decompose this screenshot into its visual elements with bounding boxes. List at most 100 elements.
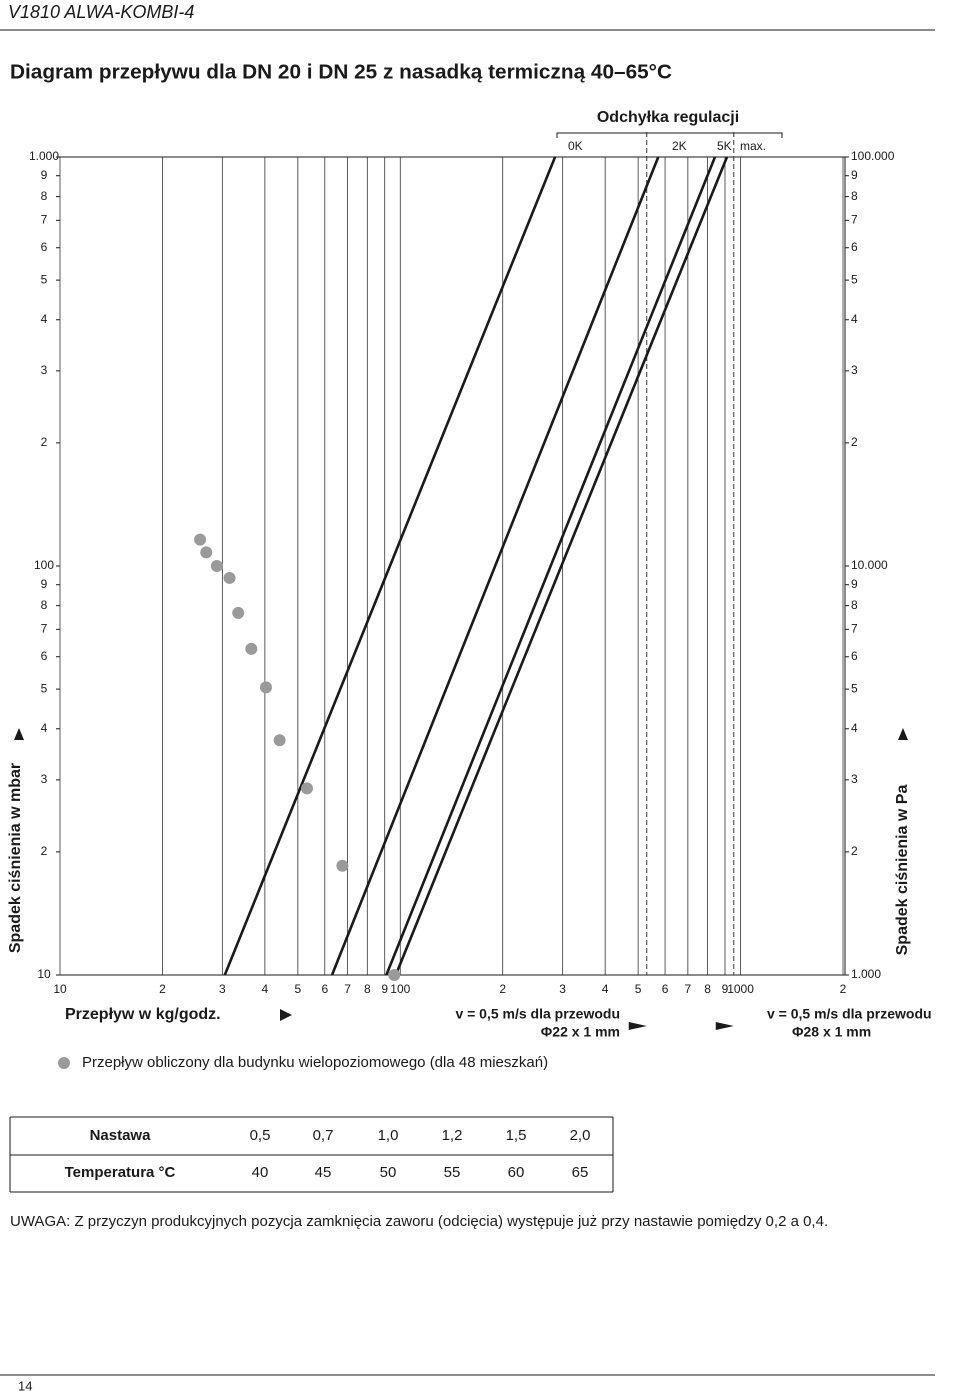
table-cell: 1,2 — [442, 1127, 463, 1144]
y2-tick-label: 8 — [851, 598, 858, 612]
data-point — [194, 533, 207, 546]
legend-text: Przepływ obliczony dla budynku wielopozi… — [82, 1054, 548, 1071]
y-tick-label: 100 — [34, 558, 54, 572]
y-tick-label: 6 — [41, 649, 48, 663]
series-line — [330, 156, 660, 976]
y-tick-label: 7 — [41, 213, 48, 227]
y2-tick-label: 2 — [851, 844, 858, 858]
x-tick-label: 4 — [262, 982, 269, 996]
x-tick-label: 10 — [53, 982, 67, 996]
velocity-arrow — [628, 1022, 647, 1030]
table-cell: 40 — [252, 1164, 269, 1181]
legend-marker — [58, 1057, 70, 1069]
y-tick-label: 3 — [41, 363, 48, 377]
y-tick-label: 6 — [41, 240, 48, 254]
y-tick-label: 2 — [41, 435, 48, 449]
table-cell: 65 — [572, 1164, 589, 1181]
annotation-text: Φ28 x 1 mm — [792, 1024, 871, 1040]
table-cell: 2,0 — [570, 1127, 591, 1144]
data-point — [210, 560, 223, 572]
x-tick-label: 7 — [344, 982, 351, 996]
x-tick-label: 6 — [662, 982, 669, 996]
y2-tick-label: 7 — [851, 622, 858, 636]
y2-tick-label: 5 — [851, 272, 858, 286]
series-label: 2K — [672, 139, 687, 153]
data-point — [301, 782, 314, 795]
chart-title: Odchyłka regulacji — [597, 109, 739, 126]
table-cell: 0,5 — [250, 1127, 271, 1144]
y2-tick-label: 4 — [851, 312, 858, 326]
y2-tick-label: 1.000 — [851, 967, 881, 981]
y-tick-label: 4 — [41, 312, 48, 326]
x-tick-label: 9 — [722, 982, 729, 996]
x-tick-label: 4 — [602, 982, 609, 996]
y2-tick-label: 2 — [851, 435, 858, 449]
y2-tick-label: 6 — [851, 240, 858, 254]
axis-arrow — [280, 1009, 292, 1021]
axis-arrow — [14, 728, 24, 740]
series-label: max. — [740, 139, 766, 153]
x-tick-label: 8 — [364, 982, 371, 996]
bracket — [556, 132, 783, 138]
data-point — [232, 606, 245, 619]
header-title: V1810 ALWA-KOMBI-4 — [8, 2, 194, 22]
table-cell: 1,5 — [506, 1127, 527, 1144]
y-tick-label: 5 — [41, 681, 48, 695]
y-tick-label: 7 — [41, 622, 48, 636]
x-tick-label: 2 — [499, 982, 506, 996]
series-label: 0K — [568, 139, 583, 153]
table-cell: 60 — [508, 1164, 525, 1181]
x-tick-label: 7 — [685, 982, 692, 996]
y-tick-label: 10 — [37, 967, 51, 981]
y2-tick-label: 8 — [851, 189, 858, 203]
y-tick-label: 8 — [41, 598, 48, 612]
x-tick-label: 2 — [840, 982, 847, 996]
y2-tick-label: 7 — [851, 213, 858, 227]
y2-tick-label: 9 — [851, 168, 858, 182]
table-row-header: Nastawa — [90, 1127, 152, 1144]
y2-tick-label: 3 — [851, 363, 858, 377]
table-cell: 45 — [315, 1164, 332, 1181]
x-tick-label: 5 — [295, 982, 302, 996]
y-tick-label: 8 — [41, 189, 48, 203]
y2-tick-label: 6 — [851, 649, 858, 663]
y-tick-label: 2 — [41, 844, 48, 858]
series-line — [385, 156, 717, 976]
table-cell: 1,0 — [378, 1127, 399, 1144]
y-tick-label: 5 — [41, 272, 48, 286]
x-tick-label: 6 — [321, 982, 328, 996]
velocity-arrow — [715, 1022, 734, 1030]
series-line — [223, 156, 557, 976]
note: UWAGA: Z przyczyn produkcyjnych pozycja … — [10, 1213, 828, 1230]
annotation-text: v = 0,5 m/s dla przewodu — [455, 1006, 620, 1022]
series-label: 5K — [717, 139, 732, 153]
data-point — [273, 734, 286, 747]
y2-tick-label: 3 — [851, 772, 858, 786]
data-point — [388, 969, 401, 981]
y2-tick-label: 10.000 — [851, 558, 888, 572]
x-tick-label: 100 — [390, 982, 410, 996]
y-tick-label: 9 — [41, 577, 48, 591]
x-axis-label: Przepływ w kg/godz. — [65, 1006, 221, 1023]
annotation-text: Φ22 x 1 mm — [541, 1024, 620, 1040]
data-point — [245, 642, 258, 655]
x-tick-label: 8 — [704, 982, 711, 996]
data-point — [200, 546, 213, 559]
x-tick-label: 2 — [159, 982, 166, 996]
y2-tick-label: 100.000 — [851, 149, 895, 163]
y2-tick-label: 9 — [851, 577, 858, 591]
table-cell: 0,7 — [313, 1127, 334, 1144]
y-tick-label: 1.000 — [29, 149, 59, 163]
table-cell: 50 — [380, 1164, 397, 1181]
x-tick-label: 5 — [635, 982, 642, 996]
data-point — [223, 571, 236, 584]
x-tick-label: 3 — [559, 982, 566, 996]
axis-arrow — [898, 728, 908, 740]
y2-tick-label: 4 — [851, 721, 858, 735]
x-tick-label: 1000 — [727, 982, 754, 996]
x-tick-label: 9 — [381, 982, 388, 996]
x-tick-label: 3 — [219, 982, 226, 996]
annotation-text: v = 0,5 m/s dla przewodu — [767, 1006, 932, 1022]
